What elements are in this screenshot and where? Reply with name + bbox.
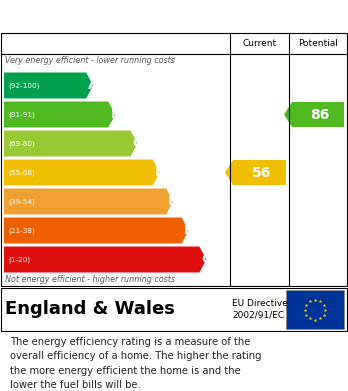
Text: (81-91): (81-91) — [8, 111, 35, 118]
Text: 86: 86 — [310, 108, 330, 122]
Text: (21-38): (21-38) — [8, 227, 35, 234]
Polygon shape — [4, 160, 160, 185]
Text: D: D — [155, 166, 166, 179]
Text: Not energy efficient - higher running costs: Not energy efficient - higher running co… — [5, 275, 175, 284]
Text: F: F — [184, 224, 193, 237]
Text: (69-80): (69-80) — [8, 140, 35, 147]
Polygon shape — [4, 131, 137, 156]
Text: C: C — [133, 137, 142, 150]
Text: Current: Current — [243, 38, 277, 47]
Text: B: B — [110, 108, 120, 121]
Text: Potential: Potential — [298, 38, 338, 47]
Text: EU Directive
2002/91/EC: EU Directive 2002/91/EC — [232, 299, 288, 320]
Polygon shape — [4, 246, 206, 273]
Polygon shape — [4, 72, 93, 99]
Polygon shape — [225, 160, 286, 185]
Text: 56: 56 — [252, 165, 271, 179]
Polygon shape — [4, 217, 189, 244]
Text: G: G — [201, 253, 212, 266]
Text: (55-68): (55-68) — [8, 169, 35, 176]
Text: The energy efficiency rating is a measure of the
overall efficiency of a home. T: The energy efficiency rating is a measur… — [10, 337, 262, 390]
Text: E: E — [168, 195, 177, 208]
Text: England & Wales: England & Wales — [5, 301, 175, 319]
Text: Very energy efficient - lower running costs: Very energy efficient - lower running co… — [5, 56, 175, 65]
Text: A: A — [88, 79, 98, 92]
Polygon shape — [4, 188, 173, 215]
Text: (92-100): (92-100) — [8, 82, 39, 89]
Text: (1-20): (1-20) — [8, 256, 30, 263]
Bar — [286, 290, 344, 329]
Text: (39-54): (39-54) — [8, 198, 35, 205]
Polygon shape — [284, 102, 344, 127]
Text: Energy Efficiency Rating: Energy Efficiency Rating — [10, 9, 232, 23]
Polygon shape — [4, 102, 115, 127]
